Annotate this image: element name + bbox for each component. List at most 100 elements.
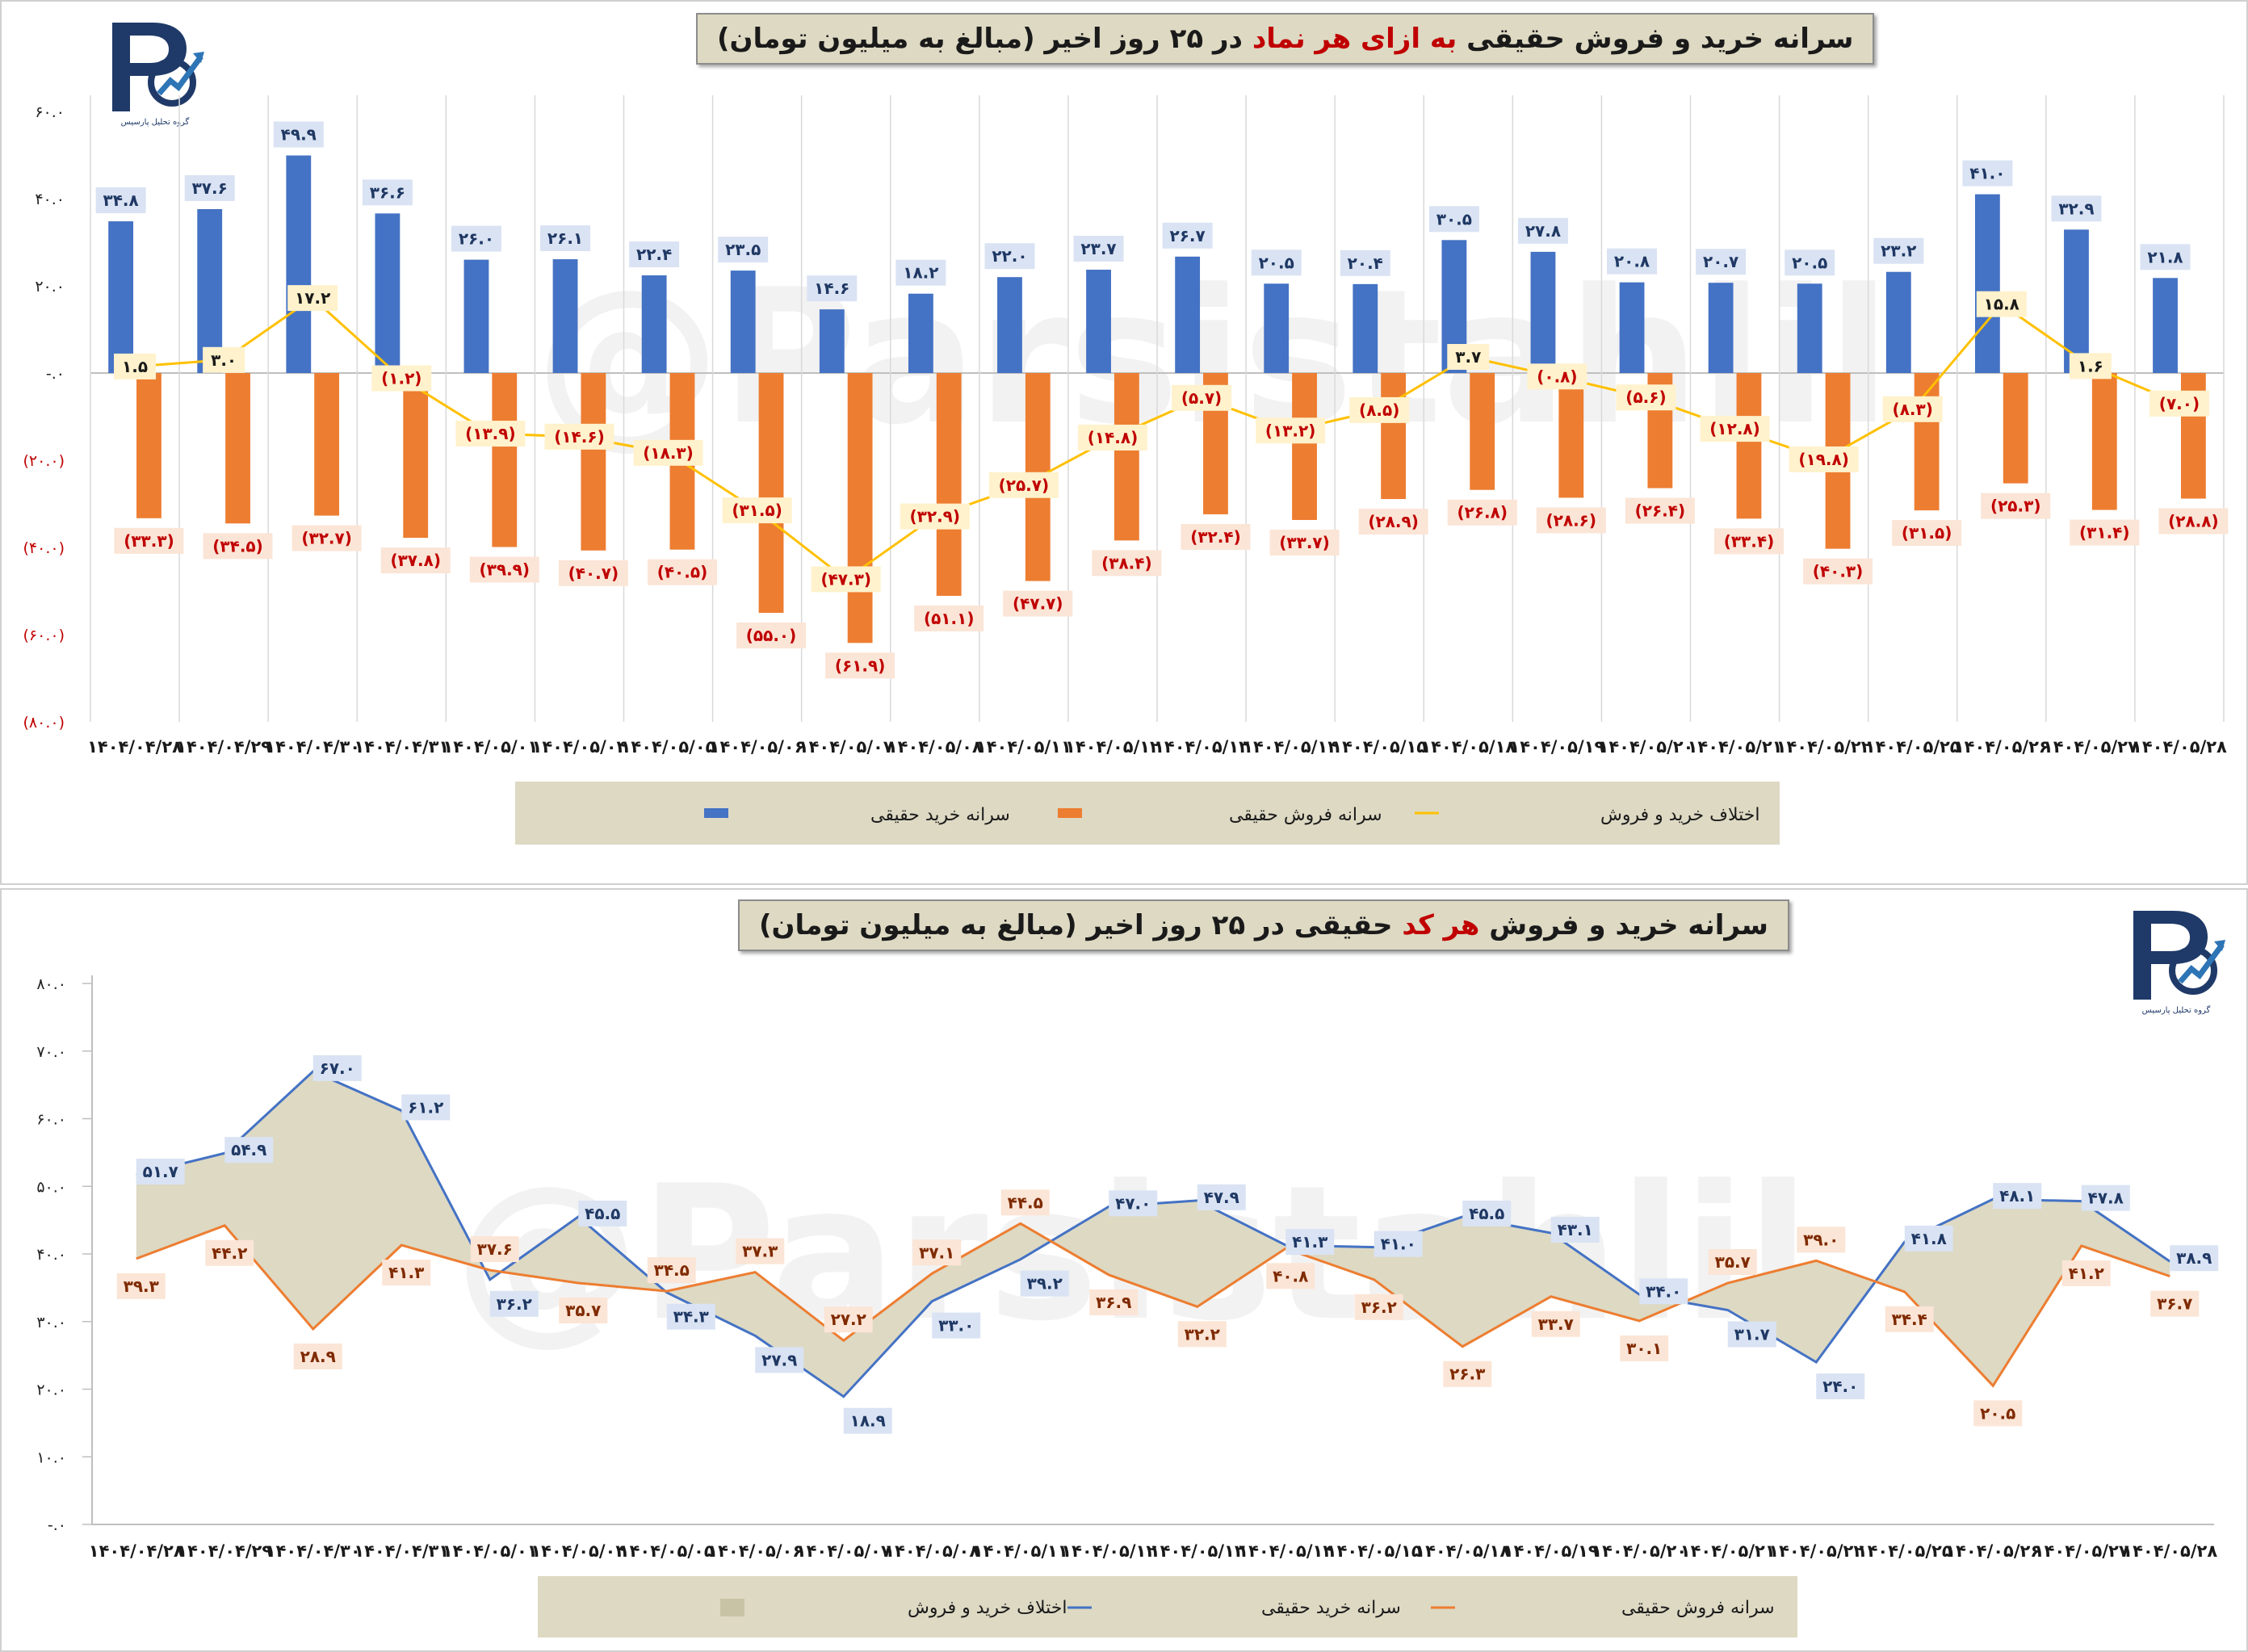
chart1-diff-label: ۱۵.۸ [1976, 291, 2027, 317]
legend-sell-swatch [1058, 808, 1082, 818]
chart1-buy-label: ۳۰.۵ [1428, 206, 1479, 233]
chart2-sell-label-bg [647, 1257, 696, 1284]
chart2-sell-label-bg [1885, 1306, 1934, 1332]
chart2-buy-label-bg [224, 1137, 274, 1164]
chart2-buy-label: ۴۸.۱ [1993, 1183, 2042, 1210]
chart2-xtick: ۱۴۰۴/۰۵/۲۵ [1857, 1541, 1952, 1561]
chart1-ytick: ۴۰.۰ [35, 191, 65, 208]
chart1-sell-label-text: (۲۸.۶) [1546, 510, 1597, 530]
chart1-sell-label: (۴۰.۵) [647, 559, 717, 585]
chart2-xtick: ۱۴۰۴/۰۵/۰۴ [531, 1541, 626, 1561]
chart2-xtick: ۱۴۰۴/۰۴/۳۰ [266, 1541, 361, 1561]
chart1-title-part1: سرانه خرید و فروش حقیقی [1457, 23, 1854, 55]
chart2-sell-label-text: ۲۸.۹ [300, 1347, 336, 1366]
chart2-sell-label-text: ۳۵.۷ [1715, 1252, 1751, 1272]
chart1-xtick: ۱۴۰۴/۰۵/۰۴ [532, 737, 627, 757]
chart1-sell-label-bg [1803, 558, 1873, 585]
chart1-xtick: ۱۴۰۴/۰۴/۳۱ [354, 737, 449, 757]
chart1-sell-bar [1470, 373, 1495, 490]
chart2-sell-label-bg [1443, 1361, 1492, 1387]
chart1-sell-label: (۳۷.۸) [380, 547, 451, 574]
chart1-buy-label: ۲۰.۵ [1251, 249, 1302, 276]
chart2-sell-label: ۳۹.۰ [1797, 1226, 1846, 1253]
chart1-buy-label: ۳۴.۸ [95, 187, 146, 214]
legend-diff-label: اختلاف خرید و فروش [1600, 805, 1759, 825]
chart1-buy-label: ۱۸.۲ [895, 259, 946, 286]
chart2-sell-label-bg [1089, 1289, 1139, 1315]
chart1-buy-label-bg [273, 121, 324, 148]
chart2-xtick: ۱۴۰۴/۰۵/۰۷ [796, 1541, 891, 1561]
chart2-buy-label-bg [1727, 1321, 1776, 1348]
chart2-sell-label-bg [1000, 1189, 1050, 1216]
logo-text-2: گروه تحلیل پارسیس [2142, 1005, 2211, 1015]
chart1-sell-label-text: (۳۱.۵) [1902, 523, 1952, 543]
chart1-diff-label: (۱۲.۸) [1700, 416, 1770, 442]
chart2-buy-label-bg [1904, 1225, 1953, 1252]
chart1-xtick: ۱۴۰۴/۰۵/۱۹ [1509, 737, 1604, 757]
chart1-sell-label: (۲۸.۸) [2158, 508, 2229, 535]
chart2-xtick: ۱۴۰۴/۰۴/۲۸ [89, 1541, 184, 1561]
chart1-buy-bar [1353, 283, 1378, 373]
chart1-buy-label-text: ۲۳.۵ [725, 240, 761, 259]
chart1-buy-label: ۲۰.۷ [1696, 249, 1747, 275]
chart1-diff-label: (۸.۵) [1349, 396, 1410, 423]
chart1-buy-label-bg [2051, 195, 2102, 222]
chart1-buy-bar [2153, 278, 2178, 373]
chart2-ytick: ۶۰.۰ [36, 1111, 66, 1129]
chart2-xtick: ۱۴۰۴/۰۵/۱۲ [1061, 1541, 1156, 1561]
chart2-buy-label-bg [1993, 1183, 2042, 1210]
chart1-xtick: ۱۴۰۴/۰۴/۲۸ [87, 737, 182, 757]
chart2-buy-label: ۳۴.۰ [1639, 1278, 1688, 1305]
chart1-diff-label: (۳۱.۵) [722, 497, 792, 524]
chart1-buy-bar [552, 259, 578, 373]
chart2-sell-label-text: ۳۳.۷ [1538, 1314, 1574, 1334]
chart1-diff-label-bg [1349, 396, 1410, 423]
chart1-xtick: ۱۴۰۴/۰۵/۲۵ [1865, 737, 1961, 757]
chart2-sell-label: ۳۶.۹ [1089, 1289, 1139, 1315]
chart1-diff-label: (۱۸.۳) [633, 439, 703, 466]
chart1-sell-label: (۳۱.۵) [1892, 520, 1962, 547]
chart2-buy-label-text: ۳۴.۳ [673, 1307, 709, 1327]
legend-sell-label: سرانه فروش حقیقی [1229, 805, 1382, 825]
chart2-buy-label-text: ۴۳.۱ [1558, 1220, 1593, 1239]
chart1-x-axis: ۱۴۰۴/۰۴/۲۸۱۴۰۴/۰۴/۲۹۱۴۰۴/۰۴/۳۰۱۴۰۴/۰۴/۳۱… [87, 737, 2227, 757]
chart2-buy-label: ۳۸.۹ [2170, 1245, 2219, 1272]
chart1-buy-label-bg [1785, 249, 1835, 276]
chart1-diff-label-text: (۰.۸) [1537, 367, 1577, 386]
chart1-diff-label: (۱۳.۹) [455, 421, 526, 447]
chart1-sell-bar [936, 373, 962, 596]
chart1-ytick: (۶۰.۰) [23, 627, 65, 644]
chart2-sell-label-bg [1354, 1294, 1403, 1320]
chart1-diff-label-bg [1616, 384, 1676, 411]
chart1-sell-label-bg [1358, 509, 1428, 535]
chart1-buy-label: ۲۰.۴ [1340, 249, 1390, 276]
chart1-sell-bar [2003, 373, 2028, 484]
chart2-ytick: -.۰ [48, 1516, 66, 1534]
chart2-sell-label: ۴۱.۳ [382, 1260, 431, 1286]
chart1-buy-label-text: ۲۰.۴ [1348, 254, 1383, 273]
chart2-buy-label: ۴۱.۰ [1374, 1231, 1423, 1257]
chart2-sell-label-bg [736, 1238, 785, 1264]
chart1-sell-label-bg [1269, 529, 1340, 556]
chart2-sell-label-bg [559, 1298, 608, 1324]
chart1-buy-label: ۲۳.۷ [1073, 236, 1124, 262]
chart2-sell-label-bg [1973, 1400, 2023, 1427]
chart1-diff-label-bg [722, 497, 792, 524]
chart2-legend-box [538, 1576, 1797, 1637]
chart1-diff-label-text: (۱۴.۶) [554, 427, 605, 447]
chart1-buy-label-text: ۲۰.۷ [1703, 252, 1738, 271]
chart1-sell-label-text: (۴۰.۵) [657, 563, 708, 582]
chart1-diff-label-bg [2149, 390, 2209, 417]
chart2-buy-label: ۵۱.۷ [136, 1159, 185, 1185]
chart2-sell-label-bg [912, 1239, 962, 1266]
chart1-diff-label-text: (۸.۵) [1359, 400, 1399, 420]
chart1-sell-bar [314, 373, 340, 516]
chart1-sell-label-bg [203, 533, 273, 560]
chart1-diff-label: (۷.۰) [2149, 390, 2209, 417]
chart2-sell-label-bg [2061, 1260, 2111, 1286]
chart1-diff-label: (۵.۷) [1172, 384, 1232, 411]
chart2-title-highlight: هر کد [1402, 909, 1480, 941]
chart1-sell-label-bg [2070, 519, 2140, 546]
chart1-sell-label-text: (۵۱.۱) [924, 609, 975, 628]
chart1-diff-label-bg [1447, 344, 1490, 371]
